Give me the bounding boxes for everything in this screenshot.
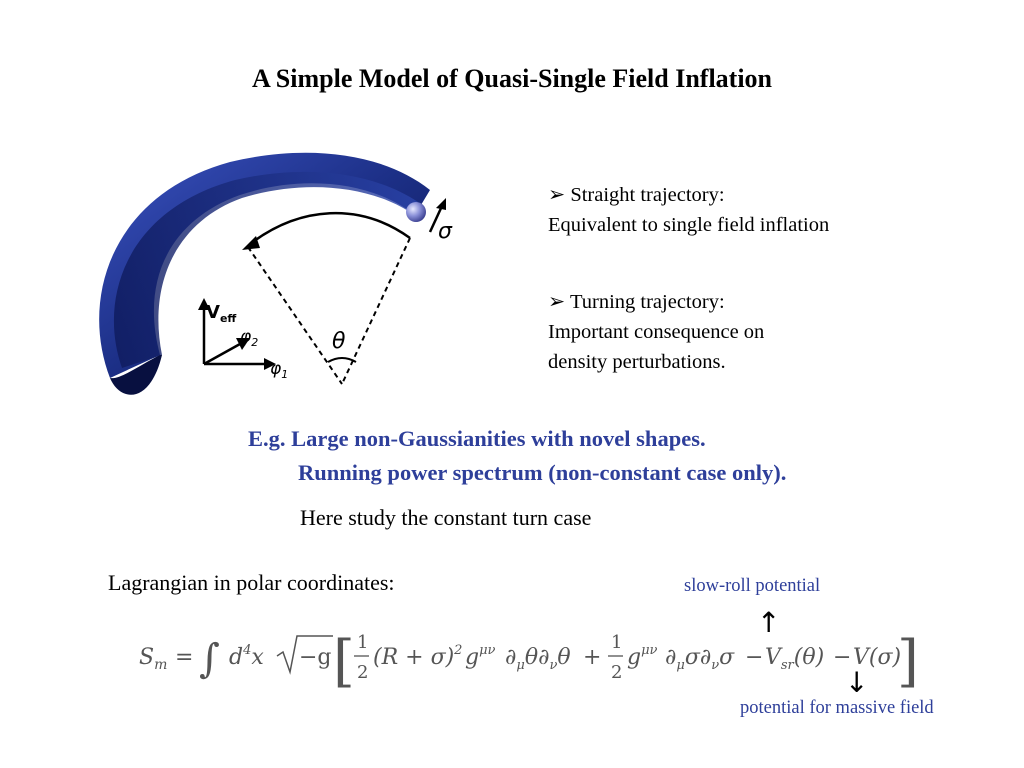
dashed-radius-right: [341, 237, 411, 385]
bullet-straight: ➢ Straight trajectory: Equivalent to sin…: [548, 180, 829, 240]
bullet-line: Equivalent to single field inflation: [548, 214, 830, 236]
svg-text:gμν: gμν: [465, 643, 496, 670]
axes-icon: [198, 298, 276, 370]
bullet-line: Important consequence on: [548, 321, 765, 343]
svg-text:]: ]: [897, 629, 915, 694]
theta-arc: [327, 357, 357, 363]
veff-label: Veff: [206, 302, 236, 325]
svg-text:2: 2: [611, 662, 622, 683]
bullet-turning: ➢ Turning trajectory: Important conseque…: [548, 287, 764, 377]
bullet-heading: Straight trajectory:: [570, 184, 725, 206]
down-arrow-icon: ↓: [845, 666, 869, 699]
sigma-arrow-head: [436, 198, 446, 210]
svg-text:−g: −g: [299, 645, 332, 670]
svg-text:gμν: gμν: [627, 643, 658, 670]
svg-text:−: −: [833, 645, 851, 670]
theta-label: θ: [332, 329, 346, 354]
slide-title: A Simple Model of Quasi-Single Field Inf…: [251, 64, 773, 93]
arrow-bullet-icon: ➢: [548, 184, 566, 206]
svg-text:+: +: [583, 645, 601, 670]
arrow-bullet-icon: ➢: [548, 291, 566, 313]
emphasis-line-2: Running power spectrum (non-constant cas…: [298, 460, 787, 485]
svg-text:d4x: d4x: [229, 643, 264, 670]
svg-text:−: −: [745, 645, 763, 670]
slow-roll-annotation: slow-roll potential: [684, 576, 821, 596]
dashed-radius-left: [247, 246, 343, 385]
svg-text:∂μθ∂νθ: ∂μθ∂νθ: [505, 645, 571, 673]
phi1-label: φ1: [270, 359, 288, 381]
study-note: Here study the constant turn case: [300, 505, 592, 530]
trajectory-arrowhead: [242, 236, 260, 250]
bullet-line: density perturbations.: [548, 351, 726, 373]
svg-text:Vsr(θ): Vsr(θ): [765, 645, 824, 673]
lagrangian-label: Lagrangian in polar coordinates:: [108, 570, 395, 595]
svg-text:(R + σ)2: (R + σ)2: [373, 643, 462, 670]
svg-text:1: 1: [357, 632, 368, 653]
svg-text:V(σ): V(σ): [853, 645, 901, 670]
massive-field-annotation: potential for massive field: [740, 698, 934, 718]
emphasis-line-1: E.g. Large non-Gaussianities with novel …: [248, 426, 706, 451]
field-ball: [406, 202, 426, 222]
trajectory-arc: [249, 212, 411, 245]
sigma-arrow: [428, 205, 444, 233]
tube-end: [110, 355, 162, 395]
bullet-heading: Turning trajectory:: [569, 291, 725, 313]
svg-text:∫: ∫: [199, 636, 220, 682]
phi2-label: φ2: [240, 327, 258, 349]
svg-text:[: [: [333, 629, 355, 694]
potential-tube-figure: σ θ Veff φ2 φ1: [99, 152, 453, 395]
sigma-label: σ: [438, 219, 453, 244]
svg-text:=: =: [175, 645, 193, 670]
svg-text:∂μσ∂νσ: ∂μσ∂νσ: [665, 645, 735, 673]
lagrangian-equation: Sm = ∫ d4x −g [ 1 2 (R + σ)2 gμν ∂μθ∂νθ …: [139, 629, 915, 694]
up-arrow-icon: ↑: [757, 606, 781, 639]
tube-inner: [113, 171, 418, 368]
svg-text:1: 1: [611, 632, 622, 653]
svg-text:2: 2: [357, 662, 368, 683]
svg-text:Sm: Sm: [139, 645, 167, 673]
